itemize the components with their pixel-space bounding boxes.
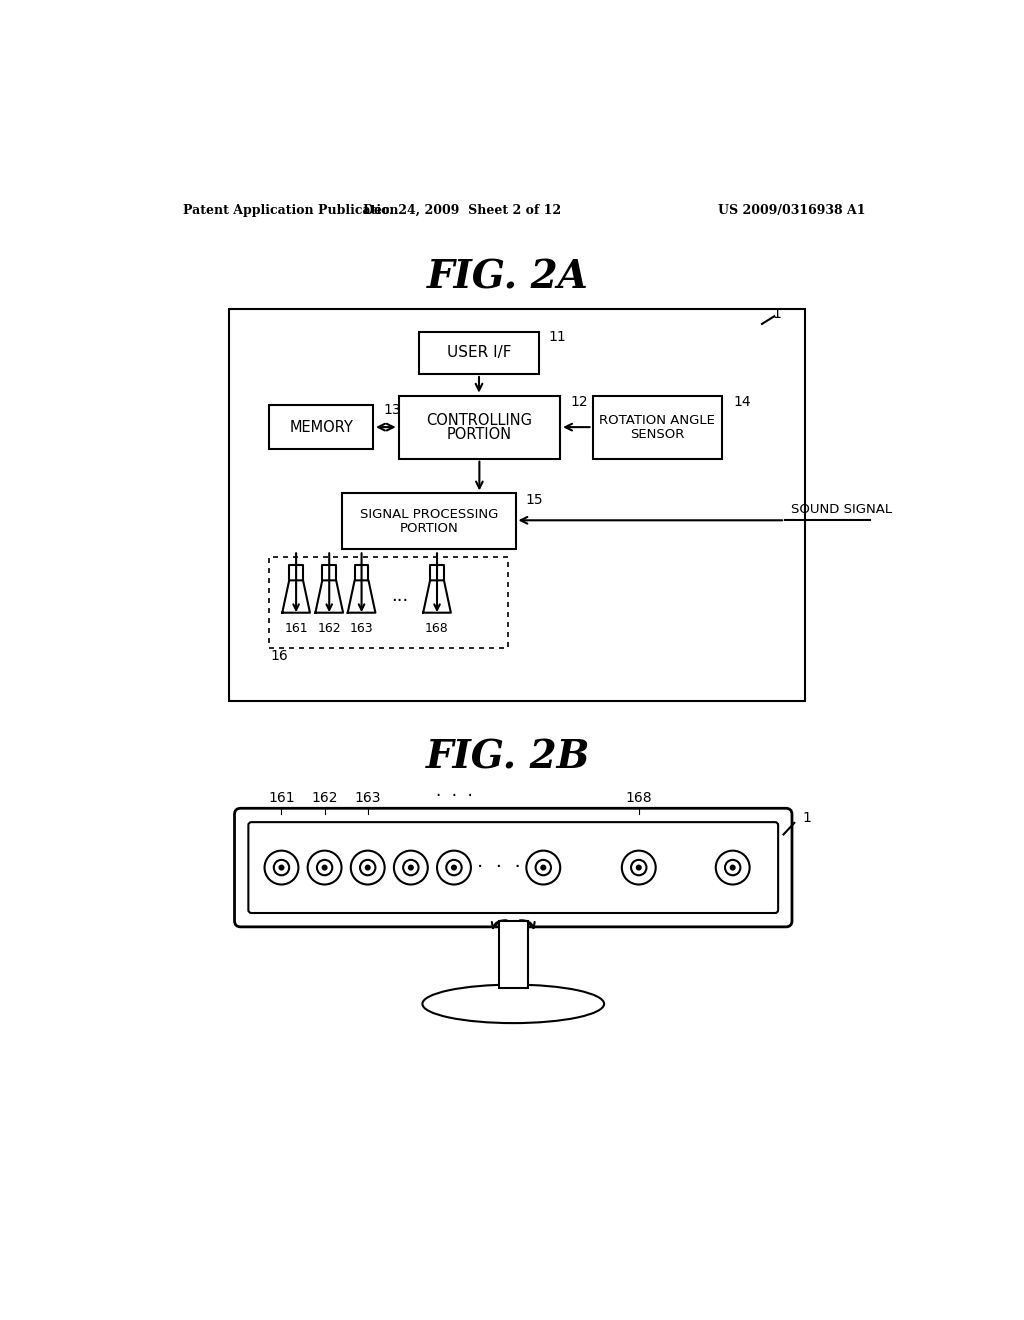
Text: 161: 161 bbox=[268, 791, 295, 805]
Text: 14: 14 bbox=[733, 395, 751, 409]
FancyBboxPatch shape bbox=[249, 822, 778, 913]
Text: FIG. 2B: FIG. 2B bbox=[426, 738, 590, 776]
Text: SIGNAL PROCESSING: SIGNAL PROCESSING bbox=[359, 508, 498, 520]
Circle shape bbox=[637, 866, 641, 870]
Circle shape bbox=[366, 866, 370, 870]
Text: Patent Application Publication: Patent Application Publication bbox=[183, 205, 398, 218]
Bar bbox=[269, 405, 373, 449]
Text: 15: 15 bbox=[525, 492, 543, 507]
Text: 168: 168 bbox=[425, 622, 449, 635]
Text: CONTROLLING: CONTROLLING bbox=[426, 413, 532, 428]
Text: ...: ... bbox=[391, 587, 409, 605]
Text: 163: 163 bbox=[354, 791, 381, 805]
Text: SOUND SIGNAL: SOUND SIGNAL bbox=[792, 503, 892, 516]
Text: 16: 16 bbox=[270, 649, 289, 663]
Bar bbox=[499, 921, 528, 989]
Text: MEMORY: MEMORY bbox=[289, 420, 353, 434]
Text: 13: 13 bbox=[383, 404, 400, 417]
Text: SENSOR: SENSOR bbox=[630, 428, 684, 441]
Bar bbox=[419, 331, 539, 374]
Text: ROTATION ANGLE: ROTATION ANGLE bbox=[599, 413, 715, 426]
Text: ·  ·  ·: · · · bbox=[435, 787, 472, 805]
Text: 163: 163 bbox=[350, 622, 374, 635]
Circle shape bbox=[730, 866, 735, 870]
Bar bbox=[593, 396, 722, 459]
Text: PORTION: PORTION bbox=[446, 426, 512, 442]
Text: PORTION: PORTION bbox=[399, 521, 459, 535]
Text: US 2009/0316938 A1: US 2009/0316938 A1 bbox=[719, 205, 866, 218]
Text: Dec. 24, 2009  Sheet 2 of 12: Dec. 24, 2009 Sheet 2 of 12 bbox=[362, 205, 561, 218]
Circle shape bbox=[323, 866, 327, 870]
Text: 1: 1 bbox=[773, 308, 781, 321]
Text: ·  ·  ·: · · · bbox=[477, 858, 520, 876]
Text: USER I/F: USER I/F bbox=[446, 346, 511, 360]
Bar bbox=[342, 494, 515, 549]
Text: 12: 12 bbox=[570, 395, 588, 409]
Bar bbox=[269, 557, 508, 648]
Circle shape bbox=[541, 866, 546, 870]
Text: 162: 162 bbox=[311, 791, 338, 805]
Bar bbox=[229, 309, 805, 701]
Text: 161: 161 bbox=[285, 622, 308, 635]
Circle shape bbox=[409, 866, 413, 870]
Text: 1: 1 bbox=[802, 810, 811, 825]
Text: 168: 168 bbox=[626, 791, 652, 805]
Ellipse shape bbox=[422, 985, 604, 1023]
Circle shape bbox=[452, 866, 457, 870]
Text: 162: 162 bbox=[317, 622, 341, 635]
Bar bbox=[398, 396, 560, 459]
Text: FIG. 2A: FIG. 2A bbox=[427, 259, 589, 297]
Text: 11: 11 bbox=[549, 330, 566, 345]
FancyBboxPatch shape bbox=[234, 808, 792, 927]
Circle shape bbox=[280, 866, 284, 870]
